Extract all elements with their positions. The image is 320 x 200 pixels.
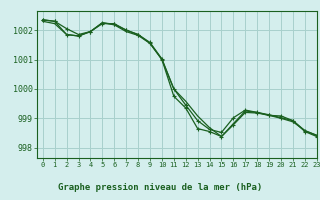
Text: Graphe pression niveau de la mer (hPa): Graphe pression niveau de la mer (hPa) — [58, 183, 262, 192]
